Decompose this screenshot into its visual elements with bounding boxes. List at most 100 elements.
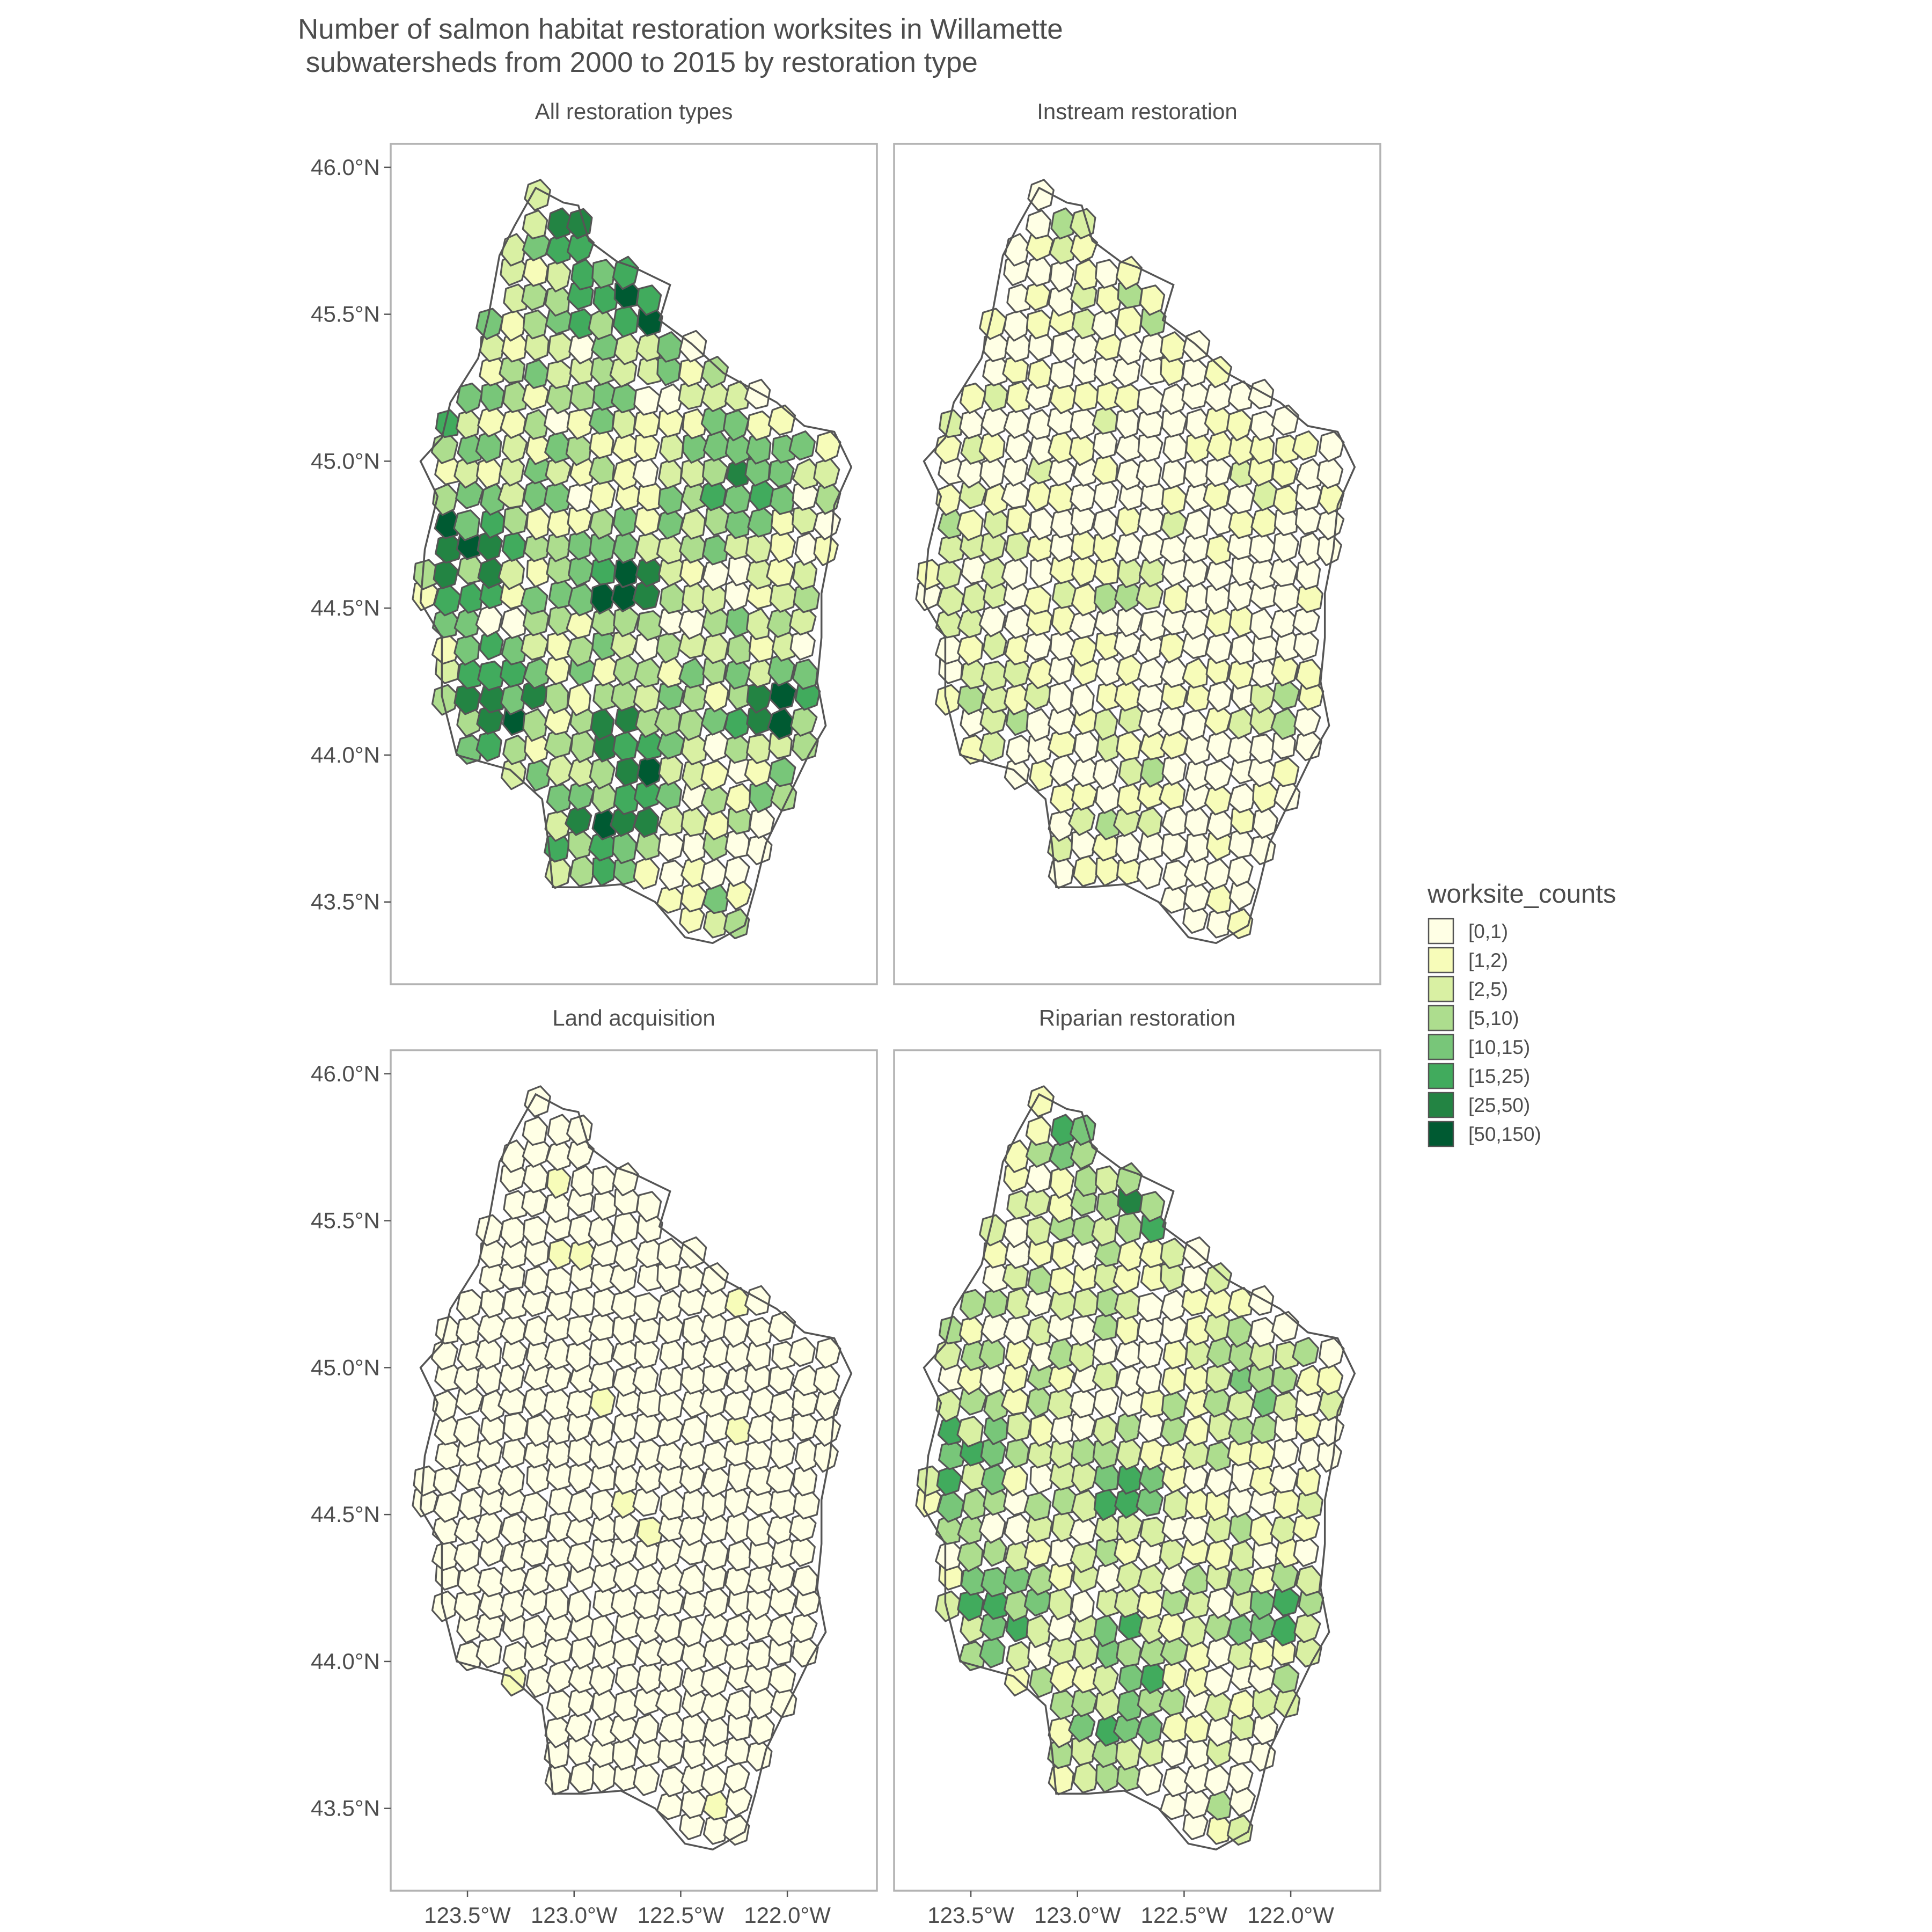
legend-swatch [1428, 1121, 1454, 1147]
legend-title: worksite_counts [1427, 880, 1616, 909]
subwatershed-region [792, 458, 821, 490]
subwatershed-region [1071, 583, 1099, 617]
subwatershed-region [1071, 308, 1099, 340]
subwatershed-region [1204, 759, 1233, 791]
y-tick-label: 44.5°N [311, 1502, 380, 1527]
facet-panel: Instream restoration [893, 99, 1381, 985]
subwatershed-region [633, 1713, 660, 1745]
subwatershed-region [1071, 1214, 1099, 1246]
subwatershed-region [768, 1663, 796, 1694]
subwatershed-region [794, 532, 819, 566]
subwatershed-region [702, 535, 729, 566]
subwatershed-region [1074, 1165, 1100, 1197]
subwatershed-region [1182, 1564, 1209, 1596]
subwatershed-region [1027, 1085, 1055, 1118]
y-tick-label: 43.5°N [311, 1796, 380, 1821]
subwatershed-region [570, 258, 596, 290]
subwatershed-region [680, 1415, 706, 1446]
subwatershed-region [1026, 1315, 1053, 1346]
subwatershed-region [934, 684, 962, 716]
subwatershed-region [682, 1314, 708, 1346]
subwatershed-region [959, 383, 986, 414]
subwatershed-region [475, 308, 504, 340]
subwatershed-region [501, 233, 527, 267]
plot-title-line-1: Number of salmon habitat restoration wor… [298, 13, 1063, 45]
subwatershed-region [523, 1564, 552, 1596]
subwatershed-region [1049, 1689, 1077, 1720]
subwatershed-region [682, 408, 708, 440]
x-tick-label: 123.5°W [927, 1902, 1014, 1928]
subwatershed-region [769, 485, 796, 515]
facet-panel: Land acquisition [390, 1005, 878, 1892]
subwatershed-region [1292, 1337, 1319, 1367]
subwatershed-region [413, 1465, 441, 1497]
y-axes: 46.0°N 45.5°N 45.0°N 44.5°N 44.0°N 43.5°N 46.0… [311, 155, 391, 1821]
y-tick-label: 45.5°N [311, 1208, 380, 1233]
subwatershed-region [1026, 1564, 1055, 1596]
x-tick-label: 122.0°W [1247, 1902, 1334, 1928]
subwatershed-region [547, 332, 574, 363]
y-tick-label: 46.0°N [311, 155, 380, 180]
subwatershed-region [1183, 509, 1210, 540]
subwatershed-region [1182, 657, 1209, 689]
subwatershed-region [916, 559, 944, 590]
subwatershed-region [1160, 383, 1188, 415]
subwatershed-region [523, 657, 552, 690]
legend-label: [25,50) [1468, 1094, 1530, 1116]
y-tick-label: 44.5°N [311, 595, 380, 620]
legend-swatch [1428, 1092, 1454, 1118]
subwatershed-region [1071, 1489, 1099, 1523]
subwatershed-region [1137, 385, 1164, 416]
subwatershed-region [1050, 1114, 1077, 1146]
subwatershed-region [1050, 207, 1077, 240]
subwatershed-region [1248, 1285, 1275, 1316]
subwatershed-region [745, 1514, 771, 1547]
subwatershed-region [1272, 1391, 1299, 1422]
subwatershed-region [1029, 1414, 1054, 1447]
subwatershed-region [1160, 1238, 1187, 1269]
subwatershed-region [1006, 1641, 1033, 1672]
subwatershed-region [567, 1489, 596, 1523]
facet-strip-label: Land acquisition [552, 1005, 715, 1030]
basin-outline [419, 1093, 853, 1851]
subwatershed-region [744, 378, 771, 409]
subwatershed-region [522, 309, 548, 340]
subwatershed-region [792, 658, 818, 690]
subwatershed-region [477, 660, 506, 691]
subwatershed-region [794, 1438, 819, 1473]
subwatershed-region [723, 908, 750, 940]
subwatershed-region [546, 1689, 573, 1720]
x-tick-label: 123.0°W [531, 1902, 618, 1928]
subwatershed-region [636, 1191, 662, 1223]
subwatershed-region [524, 1085, 551, 1118]
subwatershed-region [612, 255, 639, 290]
subwatershed-region [525, 1414, 551, 1447]
legend-swatch [1428, 976, 1454, 1002]
subwatershed-region [453, 1416, 481, 1448]
subwatershed-region [1228, 1689, 1256, 1720]
subwatershed-region [523, 1315, 550, 1346]
subwatershed-region [1139, 1517, 1168, 1548]
subwatershed-region [658, 859, 686, 891]
subwatershed-region [1248, 378, 1275, 409]
subwatershed-region [1162, 859, 1190, 891]
legend-swatch [1428, 1034, 1454, 1060]
subwatershed-region [744, 1285, 771, 1316]
subwatershed-region [700, 1666, 729, 1697]
subwatershed-region [1204, 1666, 1233, 1697]
legend-label: [10,15) [1468, 1036, 1530, 1058]
subwatershed-region [522, 708, 548, 742]
subwatershed-region [1226, 908, 1254, 940]
subwatershed-region [431, 1590, 458, 1622]
legend-label: [5,10) [1468, 1007, 1519, 1029]
subwatershed-region [792, 1565, 818, 1597]
subwatershed-region [980, 660, 1009, 691]
subwatershed-region [501, 1139, 527, 1173]
subwatershed-region [746, 410, 774, 441]
subwatershed-region [702, 1441, 729, 1472]
subwatershed-region [502, 734, 529, 765]
subwatershed-region [1027, 179, 1055, 211]
subwatershed-region [1296, 1365, 1324, 1396]
y-tick-label: 44.0°N [311, 742, 380, 767]
subwatershed-region [1095, 1165, 1119, 1195]
